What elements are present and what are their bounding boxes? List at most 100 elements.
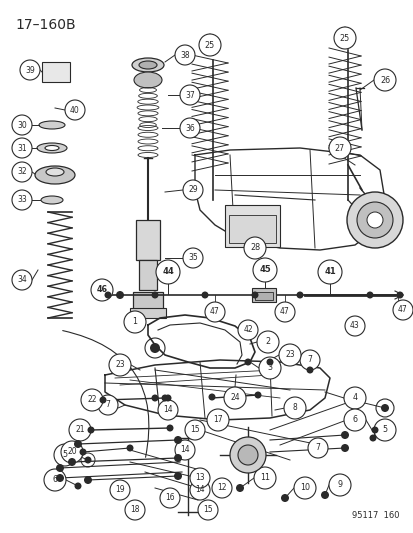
Circle shape [206, 409, 228, 431]
Circle shape [109, 354, 131, 376]
Text: 12: 12 [217, 483, 226, 492]
Circle shape [343, 409, 365, 431]
Bar [228, 215, 275, 243]
Text: 21: 21 [75, 425, 85, 434]
Text: 19: 19 [115, 486, 124, 495]
Circle shape [320, 491, 328, 499]
Circle shape [201, 292, 208, 298]
Text: 7: 7 [315, 443, 320, 453]
Circle shape [65, 100, 85, 120]
Bar [42, 62, 70, 82]
Text: 33: 33 [17, 196, 27, 205]
Circle shape [190, 480, 209, 500]
Circle shape [91, 279, 113, 301]
Text: 25: 25 [339, 34, 349, 43]
Circle shape [199, 34, 221, 56]
Circle shape [251, 292, 258, 298]
Ellipse shape [35, 166, 75, 184]
Text: 36: 36 [185, 124, 195, 133]
Circle shape [175, 440, 195, 460]
Circle shape [237, 320, 257, 340]
Text: 26: 26 [379, 76, 389, 85]
Circle shape [235, 484, 243, 492]
Circle shape [256, 331, 278, 353]
Text: 22: 22 [87, 395, 97, 405]
Circle shape [296, 292, 303, 298]
Circle shape [104, 292, 111, 298]
Text: 15: 15 [190, 425, 199, 434]
Circle shape [173, 436, 182, 444]
Circle shape [44, 469, 66, 491]
Text: 44: 44 [162, 268, 173, 277]
Circle shape [252, 258, 276, 282]
Text: 6: 6 [52, 475, 57, 484]
Circle shape [166, 424, 173, 432]
Circle shape [74, 482, 81, 489]
Ellipse shape [45, 146, 59, 150]
Text: 6: 6 [351, 416, 357, 424]
Text: 31: 31 [17, 143, 27, 152]
Circle shape [380, 404, 388, 412]
Text: 2: 2 [265, 337, 270, 346]
Text: 47: 47 [397, 305, 407, 314]
Circle shape [54, 444, 76, 466]
Circle shape [61, 441, 83, 463]
Text: 37: 37 [185, 91, 195, 100]
Circle shape [328, 137, 350, 159]
Text: 41: 41 [323, 268, 335, 277]
Text: 29: 29 [188, 185, 197, 195]
Bar [130, 308, 166, 318]
Circle shape [278, 344, 300, 366]
Circle shape [74, 440, 82, 448]
Circle shape [116, 291, 124, 299]
Text: 10: 10 [299, 483, 309, 492]
Circle shape [156, 260, 180, 284]
Ellipse shape [37, 143, 67, 153]
Circle shape [259, 357, 280, 379]
Circle shape [56, 464, 64, 472]
Circle shape [369, 434, 375, 441]
Circle shape [283, 397, 305, 419]
Circle shape [151, 292, 158, 298]
Circle shape [343, 387, 365, 409]
Text: 34: 34 [17, 276, 27, 285]
Circle shape [307, 438, 327, 458]
Circle shape [244, 359, 251, 366]
Text: 7: 7 [307, 356, 312, 365]
Circle shape [373, 419, 395, 441]
Circle shape [274, 302, 294, 322]
Circle shape [340, 431, 348, 439]
Ellipse shape [139, 61, 157, 69]
Circle shape [175, 45, 195, 65]
Circle shape [126, 445, 133, 451]
Bar [133, 292, 163, 314]
Circle shape [12, 115, 32, 135]
Ellipse shape [134, 72, 161, 88]
Circle shape [173, 454, 182, 462]
Text: 24: 24 [230, 393, 239, 402]
Text: 18: 18 [130, 505, 140, 514]
Circle shape [180, 85, 199, 105]
Text: 23: 23 [285, 351, 294, 359]
Circle shape [306, 367, 313, 374]
Circle shape [197, 500, 218, 520]
Text: 1: 1 [132, 318, 137, 327]
Circle shape [87, 426, 94, 433]
Text: 20: 20 [67, 448, 77, 456]
Circle shape [81, 389, 103, 411]
Circle shape [173, 472, 182, 480]
Text: 3: 3 [267, 364, 272, 373]
Text: 5: 5 [382, 425, 387, 434]
Circle shape [366, 212, 382, 228]
Circle shape [68, 458, 76, 466]
Circle shape [280, 494, 288, 502]
Text: 43: 43 [349, 321, 359, 330]
Text: 45: 45 [259, 265, 270, 274]
Circle shape [293, 477, 315, 499]
Text: 27: 27 [334, 143, 344, 152]
Circle shape [183, 248, 202, 268]
Circle shape [12, 190, 32, 210]
Circle shape [243, 237, 266, 259]
Circle shape [356, 202, 392, 238]
Text: 4: 4 [351, 393, 357, 402]
